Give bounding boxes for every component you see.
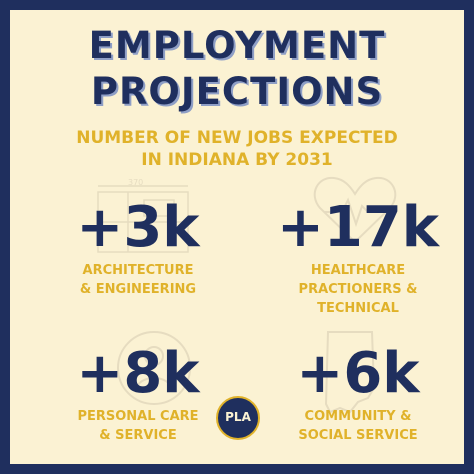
infographic-card: 370 EMPLOYMENT PROJECTIONS NUMBER OF NEW… (10, 10, 464, 464)
blueprint-dimension-text: 370 (128, 178, 143, 187)
stat-healthcare-label-line-2: PRACTIONERS & (298, 282, 418, 297)
stat-community-value: +6k (296, 341, 420, 406)
subtitle-line-2: IN INDIANA BY 2031 (141, 150, 333, 170)
blueprint-icon: 370 (97, 178, 189, 253)
stat-healthcare-label-line-1: HEALTHCARE (310, 263, 406, 278)
title-line-1: EMPLOYMENT (88, 24, 386, 67)
heart-pulse-icon (313, 176, 397, 244)
seal-logo-icon (216, 396, 260, 440)
logo-text: PLA (225, 410, 251, 424)
stat-personal-care-label-line-1: PERSONAL CARE (77, 409, 199, 424)
stat-personal-care-label-line-2: & SERVICE (99, 428, 177, 443)
stat-architecture-label-line-2: & ENGINEERING (79, 282, 197, 297)
stat-healthcare-label-line-3: TECHNICAL (317, 301, 399, 316)
stat-architecture-label-line-1: ARCHITECTURE (82, 263, 194, 278)
stat-healthcare-value: +17k (276, 195, 440, 260)
person-icon (117, 331, 191, 405)
subtitle-line-1: NUMBER OF NEW JOBS EXPECTED (76, 128, 398, 148)
stat-architecture-value: +3k (76, 195, 200, 260)
stat-community-label-line-1: COMMUNITY & (304, 409, 412, 424)
stat-personal-care-value: +8k (76, 341, 200, 406)
stat-community-label-line-2: SOCIAL SERVICE (298, 428, 418, 443)
indiana-map-icon (324, 331, 376, 414)
title-line-2: PROJECTIONS (90, 70, 384, 113)
